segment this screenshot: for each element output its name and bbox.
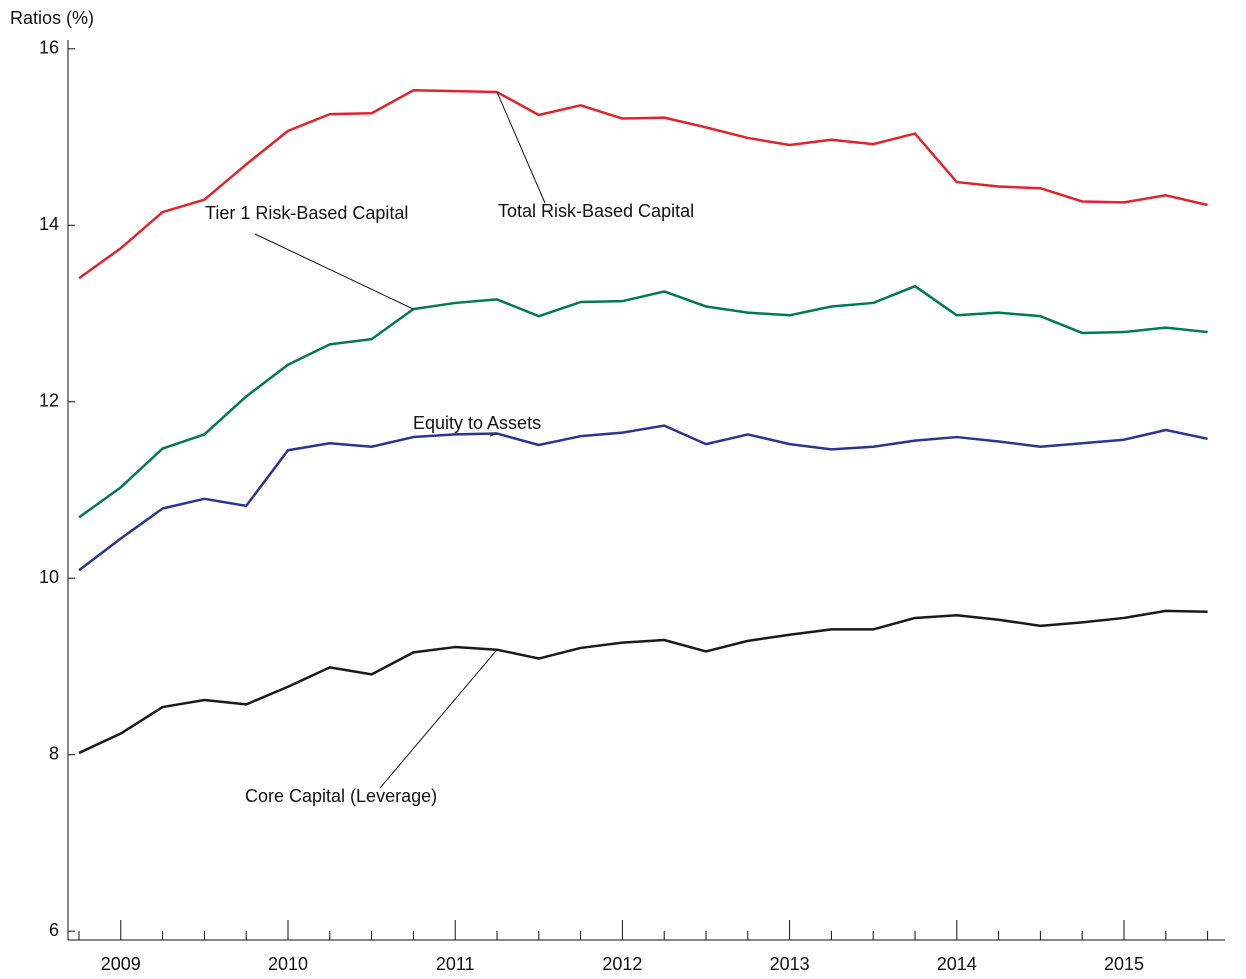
x-tick-label: 2009 [101, 954, 141, 974]
series-label: Equity to Assets [413, 413, 541, 433]
series-label: Core Capital (Leverage) [245, 786, 437, 806]
leader-line [379, 649, 498, 789]
y-tick-label: 8 [49, 743, 59, 763]
y-tick-label: 14 [39, 214, 59, 234]
series-line [78, 89, 1208, 280]
x-tick-label: 2015 [1104, 954, 1144, 974]
leader-line [254, 233, 414, 310]
leader-line [496, 91, 546, 204]
series-line [78, 609, 1208, 755]
y-tick-label: 16 [39, 38, 59, 58]
series-line [78, 284, 1208, 519]
y-axis-label: Ratios (%) [10, 8, 94, 28]
y-tick-label: 10 [39, 567, 59, 587]
y-tick-label: 12 [39, 391, 59, 411]
series-label: Total Risk-Based Capital [498, 201, 694, 221]
leader-line [489, 433, 498, 437]
series-line [78, 424, 1208, 572]
x-tick-label: 2014 [937, 954, 977, 974]
x-tick-label: 2011 [436, 954, 475, 974]
x-tick-label: 2013 [770, 954, 810, 974]
y-tick-label: 6 [49, 920, 59, 940]
series-label: Tier 1 Risk-Based Capital [205, 203, 408, 223]
x-tick-label: 2010 [268, 954, 308, 974]
x-tick-label: 2012 [602, 954, 642, 974]
